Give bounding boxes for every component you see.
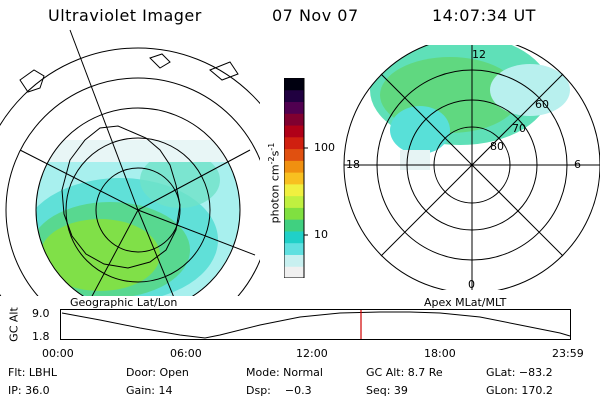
mlt-label-18: 18	[346, 158, 360, 171]
gc-alt-readout: GC Alt: 8.7 Re	[366, 366, 443, 379]
dsp-readout: Dsp: −0.3	[246, 384, 312, 397]
colorbar-segment	[284, 266, 304, 278]
longitude-lines	[19, 29, 256, 296]
colorbar-segment	[284, 195, 304, 208]
mlat-label-60: 60	[535, 98, 549, 111]
mlt-label-6: 6	[574, 158, 581, 171]
colorbar-segment	[284, 207, 304, 220]
magnetic-polar-image	[343, 45, 600, 290]
colorbar-segment	[284, 101, 304, 114]
colorbar	[284, 78, 308, 278]
right-panel-label: Apex MLat/MLT	[424, 296, 507, 309]
colorbar-segment	[284, 183, 304, 197]
orbit-altitude-plot	[60, 309, 571, 340]
colorbar-unit-main: photon cm	[268, 164, 282, 224]
mlt-label-12: 12	[472, 48, 486, 61]
orbit-x-1800: 18:00	[424, 347, 456, 360]
colorbar-unit-s: s	[268, 150, 282, 157]
left-panel-label: Geographic Lat/Lon	[70, 296, 178, 309]
instrument-title: Ultraviolet Imager	[48, 6, 202, 25]
colorbar-segment	[284, 89, 304, 103]
colorbar-unit-exp1: -2	[267, 156, 276, 165]
orbit-y-max: 9.0	[32, 307, 50, 320]
glat-readout: GLat: −83.2	[486, 366, 553, 379]
orbit-x-0600: 06:00	[170, 347, 202, 360]
orbit-x-0000: 00:00	[42, 347, 74, 360]
colorbar-segment	[284, 78, 304, 91]
colorbar-segment	[284, 125, 304, 138]
mlt-label-0: 0	[468, 278, 475, 291]
mlt-lines	[344, 45, 600, 290]
seq-readout: Seq: 39	[366, 384, 408, 397]
continent-outline	[61, 125, 181, 269]
observation-date: 07 Nov 07	[272, 6, 359, 25]
emission-map	[36, 140, 240, 296]
mlat-label-80: 80	[490, 140, 504, 153]
colorbar-segment	[284, 242, 304, 255]
altitude-curve	[61, 311, 571, 339]
colorbar-tick-10: 10	[314, 228, 328, 241]
glon-readout: GLon: 170.2	[486, 384, 553, 397]
orbit-y-min: 1.8	[32, 330, 50, 343]
colorbar-segment	[284, 230, 304, 244]
colorbar-unit-label: photon cm-2s-1	[267, 123, 282, 243]
colorbar-segment	[284, 172, 304, 185]
colorbar-unit-exp2: -1	[267, 142, 276, 151]
ip-readout: IP: 36.0	[8, 384, 50, 397]
geographic-polar-image	[0, 29, 260, 296]
colorbar-segment	[284, 219, 304, 232]
colorbar-segment	[284, 160, 304, 173]
orbit-axis-label: GC Alt	[7, 307, 21, 342]
colorbar-segment	[284, 136, 304, 150]
door-readout: Door: Open	[126, 366, 189, 379]
orbit-x-2359: 23:59	[552, 347, 584, 360]
latitude-circles	[0, 47, 260, 296]
mlat-label-70: 70	[512, 122, 526, 135]
colorbar-segment	[284, 148, 304, 161]
orbit-x-1200: 12:00	[296, 347, 328, 360]
colorbar-tick-100: 100	[314, 141, 335, 154]
colorbar-segment	[284, 254, 304, 267]
gain-readout: Gain: 14	[126, 384, 173, 397]
mode-readout: Mode: Normal	[246, 366, 323, 379]
colorbar-segment	[284, 113, 304, 126]
observation-time: 14:07:34 UT	[432, 6, 536, 25]
filter-readout: Flt: LBHL	[8, 366, 57, 379]
